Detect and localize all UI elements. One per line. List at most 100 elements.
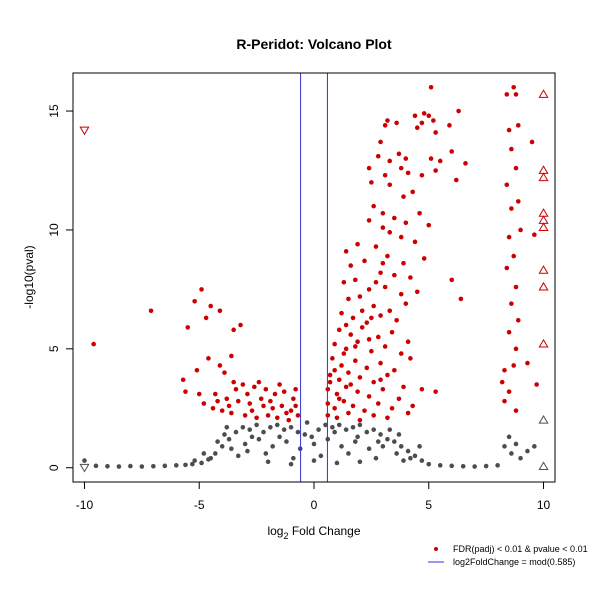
data-point [208,303,214,309]
data-point [208,455,214,461]
data-point [396,151,402,157]
data-point [357,294,363,299]
data-point [437,158,443,164]
data-point [286,417,292,423]
data-point [215,398,220,404]
data-point [334,391,340,397]
data-point [330,356,335,361]
data-point [504,182,510,188]
data-point [199,460,204,466]
data-point [93,463,99,469]
data-point [392,215,397,221]
data-point [270,444,275,449]
data-point [332,341,337,347]
data-point [398,351,404,356]
data-point [499,379,505,385]
data-point [240,382,246,387]
data-point [378,432,383,437]
data-point [327,372,333,378]
data-point [346,296,351,302]
data-point [433,168,438,173]
data-point [371,379,376,385]
data-point [362,408,367,413]
data-point [336,396,342,402]
data-point-triangle [79,126,90,136]
data-point [456,108,461,114]
data-point [458,296,464,302]
data-point [515,123,521,128]
data-point [513,92,519,97]
data-point [529,139,535,145]
data-point [375,439,381,444]
data-point [513,165,519,171]
data-point [414,289,420,295]
data-point [401,384,406,390]
data-point [357,422,363,428]
data-point [511,253,516,259]
x-axis-label-rest: Fold Change [288,524,360,538]
data-point [364,320,370,325]
data-point [339,363,344,368]
data-point [502,444,507,449]
data-point [387,427,393,432]
data-point [316,427,321,432]
data-point [350,425,356,430]
data-point [201,451,207,456]
data-point [387,158,393,164]
data-point [261,429,266,435]
plot-area [79,73,549,482]
data-point [139,464,145,469]
data-point [398,444,404,449]
data-point [389,405,395,411]
series-2 [82,420,537,469]
data-point [515,318,521,323]
data-point [408,275,413,280]
data-point [371,203,376,209]
data-point [504,92,510,97]
legend: FDR(padj) < 0.01 & pvalue < 0.01 log2Fold… [428,544,588,567]
data-point [364,429,370,435]
data-point [398,165,404,171]
data-point [343,427,349,432]
data-point [394,318,399,323]
data-point [428,84,434,90]
data-point [502,367,507,373]
data-point [378,139,383,145]
data-point [369,348,374,354]
data-point [224,425,230,430]
data-point [281,389,287,394]
data-point [417,444,422,449]
x-axis: -10 -5 0 5 10 [76,481,551,512]
data-point-triangle [538,414,549,424]
data-point [509,451,514,456]
data-point [281,427,287,432]
data-point [513,346,519,352]
data-point [180,377,186,383]
data-point [293,403,298,409]
data-point [332,367,337,373]
data-point [291,396,296,402]
data-point [382,344,388,349]
data-point [405,448,411,454]
data-point [509,301,514,306]
data-point [240,425,246,430]
data-point [222,432,227,437]
data-point [373,455,379,461]
data-point-triangle [538,265,549,274]
data-point [148,308,154,314]
data-point [105,464,110,469]
data-point [525,448,530,454]
data-point [245,448,250,454]
data-point [274,415,280,421]
x-axis-label: log2 Fold Change [267,524,360,541]
data-point [405,339,411,345]
data-point [348,332,354,337]
data-point-triangle [79,463,90,473]
data-point [355,389,360,394]
data-point [341,398,347,404]
data-point [293,386,298,392]
data-point [268,425,273,430]
data-point [392,439,397,444]
data-point [128,463,133,469]
data-point [231,379,236,385]
